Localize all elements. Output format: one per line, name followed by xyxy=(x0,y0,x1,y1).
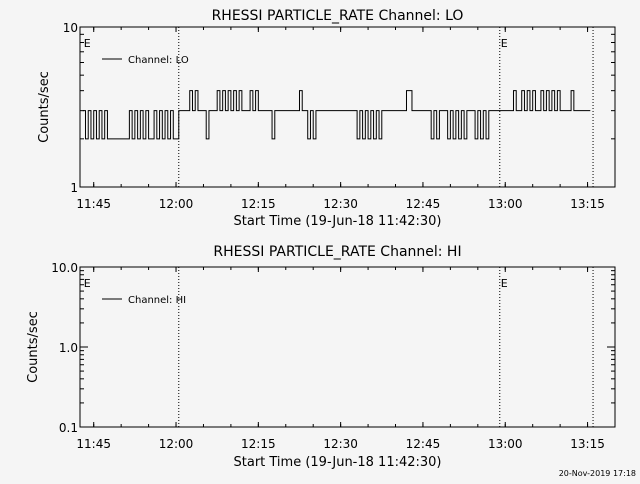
chart1-series-line xyxy=(82,90,591,140)
chart2-x-tick-label: 12:45 xyxy=(406,437,441,451)
chart1-y-axis-label: Counts/sec xyxy=(37,71,52,143)
chart2-x-axis-label: Start Time (19-Jun-18 11:42:30) xyxy=(234,455,442,470)
chart1-plot-frame xyxy=(79,26,616,188)
chart2-event-marker-label: E xyxy=(501,277,508,290)
chart1-x-tick-label: 12:15 xyxy=(241,197,276,211)
chart2-x-tick-label: 13:00 xyxy=(488,437,523,451)
chart2-x-tick-label: 12:15 xyxy=(241,437,276,451)
chart1-x-tick-label: 12:00 xyxy=(159,197,194,211)
chart2-event-marker-label: E xyxy=(84,277,91,290)
chart1-event-marker-label: E xyxy=(501,37,508,50)
chart2-y-tick-label: 1.0 xyxy=(59,341,78,355)
chart1-y-tick-label: 10 xyxy=(63,21,78,35)
chart2-y-tick-label: 0.1 xyxy=(59,421,78,435)
chart2-legend-label: Channel: HI xyxy=(128,295,186,306)
chart2-x-tick-label: 11:45 xyxy=(76,437,111,451)
chart2-x-tick-label: 13:15 xyxy=(570,437,605,451)
chart1-x-tick-label: 12:30 xyxy=(323,197,358,211)
chart1-y-tick-label: 1 xyxy=(70,181,78,195)
timestamp-label: 20-Nov-2019 17:18 xyxy=(558,469,636,478)
chart2-x-tick-label: 12:30 xyxy=(323,437,358,451)
chart2-y-tick-label: 10.0 xyxy=(51,261,78,275)
chart1-x-tick-label: 13:00 xyxy=(488,197,523,211)
chart2-plot-frame xyxy=(79,266,616,428)
chart2-x-tick-label: 12:00 xyxy=(159,437,194,451)
chart1-legend-label: Channel: LO xyxy=(128,55,189,66)
chart1-x-tick-label: 12:45 xyxy=(406,197,441,211)
chart1-title: RHESSI PARTICLE_RATE Channel: LO xyxy=(212,8,464,24)
chart2-y-axis-label: Counts/sec xyxy=(26,311,41,383)
chart1-event-marker-label: E xyxy=(84,37,91,50)
chart1-x-tick-label: 11:45 xyxy=(76,197,111,211)
chart1-x-axis-label: Start Time (19-Jun-18 11:42:30) xyxy=(234,214,442,229)
chart2-title: RHESSI PARTICLE_RATE Channel: HI xyxy=(213,244,461,260)
chart1-x-tick-label: 13:15 xyxy=(570,197,605,211)
